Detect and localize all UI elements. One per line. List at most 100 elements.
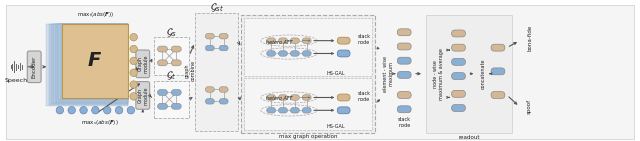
- FancyBboxPatch shape: [172, 46, 181, 52]
- Text: hetero ATT: hetero ATT: [266, 40, 292, 45]
- Circle shape: [127, 106, 134, 114]
- Text: spoof: spoof: [527, 99, 532, 114]
- Circle shape: [130, 81, 138, 88]
- FancyBboxPatch shape: [267, 108, 276, 113]
- Bar: [426, 15, 512, 133]
- FancyBboxPatch shape: [452, 73, 465, 80]
- FancyBboxPatch shape: [157, 46, 168, 52]
- FancyBboxPatch shape: [291, 95, 300, 100]
- Text: Speech: Speech: [5, 78, 28, 83]
- Text: Graph
module: Graph module: [138, 55, 148, 73]
- Text: bona-fide: bona-fide: [527, 25, 532, 51]
- FancyBboxPatch shape: [172, 90, 181, 95]
- FancyBboxPatch shape: [337, 107, 350, 114]
- FancyBboxPatch shape: [267, 95, 276, 100]
- Text: HS-GAL: HS-GAL: [326, 71, 345, 76]
- Text: Graph
module: Graph module: [138, 86, 148, 105]
- FancyBboxPatch shape: [302, 108, 311, 113]
- FancyBboxPatch shape: [491, 68, 505, 75]
- FancyBboxPatch shape: [157, 103, 168, 109]
- FancyBboxPatch shape: [397, 57, 411, 64]
- Bar: [54, 24, 128, 103]
- Circle shape: [92, 106, 99, 114]
- FancyBboxPatch shape: [291, 108, 300, 113]
- Circle shape: [130, 69, 138, 76]
- FancyBboxPatch shape: [397, 92, 411, 98]
- Text: Encoder: Encoder: [32, 56, 36, 78]
- Text: hetero ATT: hetero ATT: [266, 96, 292, 102]
- FancyBboxPatch shape: [157, 60, 168, 66]
- Bar: [241, 15, 374, 133]
- Circle shape: [80, 106, 87, 114]
- Text: graph
combine: graph combine: [185, 60, 195, 81]
- Text: readout: readout: [458, 135, 479, 140]
- Bar: [56, 24, 128, 102]
- FancyBboxPatch shape: [278, 95, 287, 100]
- Text: element - wise
maximum: element - wise maximum: [383, 56, 394, 92]
- Text: $\boldsymbol{F}$: $\boldsymbol{F}$: [88, 52, 102, 70]
- FancyBboxPatch shape: [205, 45, 214, 51]
- FancyBboxPatch shape: [136, 50, 150, 78]
- Text: $\mathcal{G}_t$: $\mathcal{G}_t$: [166, 69, 177, 82]
- FancyBboxPatch shape: [302, 38, 311, 43]
- FancyBboxPatch shape: [397, 71, 411, 78]
- FancyBboxPatch shape: [136, 82, 150, 109]
- Circle shape: [115, 106, 123, 114]
- FancyBboxPatch shape: [220, 45, 228, 51]
- Bar: [58, 24, 128, 100]
- FancyBboxPatch shape: [452, 90, 465, 97]
- FancyBboxPatch shape: [278, 108, 287, 113]
- Bar: [46, 24, 128, 106]
- FancyBboxPatch shape: [291, 38, 300, 43]
- Circle shape: [56, 106, 63, 114]
- Text: max graph operation: max graph operation: [279, 134, 337, 139]
- FancyBboxPatch shape: [205, 87, 214, 92]
- Circle shape: [130, 33, 138, 41]
- Text: $\mathcal{G}_{st}$: $\mathcal{G}_{st}$: [210, 1, 224, 14]
- FancyBboxPatch shape: [452, 105, 465, 112]
- Bar: [154, 37, 189, 75]
- Text: node - wise
maximum & average: node - wise maximum & average: [433, 48, 444, 100]
- Text: stack
node: stack node: [358, 34, 371, 45]
- FancyBboxPatch shape: [157, 90, 168, 95]
- Bar: [244, 18, 372, 76]
- FancyBboxPatch shape: [397, 29, 411, 36]
- FancyBboxPatch shape: [337, 94, 350, 101]
- Text: $\mathrm{max}_t(abs(\boldsymbol{F}))$: $\mathrm{max}_t(abs(\boldsymbol{F}))$: [77, 10, 114, 19]
- Bar: [154, 81, 189, 118]
- Circle shape: [130, 93, 138, 100]
- Bar: [244, 78, 372, 130]
- FancyBboxPatch shape: [491, 44, 505, 51]
- FancyBboxPatch shape: [220, 87, 228, 92]
- FancyBboxPatch shape: [28, 51, 41, 83]
- FancyBboxPatch shape: [172, 103, 181, 109]
- Text: stack
node: stack node: [397, 117, 411, 128]
- FancyBboxPatch shape: [220, 99, 228, 104]
- FancyBboxPatch shape: [397, 106, 411, 113]
- Circle shape: [130, 57, 138, 65]
- Text: concatenate: concatenate: [481, 59, 486, 89]
- FancyBboxPatch shape: [452, 58, 465, 65]
- FancyBboxPatch shape: [337, 37, 350, 44]
- FancyBboxPatch shape: [205, 34, 214, 39]
- FancyBboxPatch shape: [205, 99, 214, 104]
- Bar: [51, 24, 128, 104]
- FancyBboxPatch shape: [278, 38, 287, 43]
- FancyBboxPatch shape: [291, 51, 300, 56]
- FancyBboxPatch shape: [397, 43, 411, 50]
- FancyBboxPatch shape: [302, 95, 311, 100]
- FancyBboxPatch shape: [302, 51, 311, 56]
- FancyBboxPatch shape: [278, 51, 287, 56]
- Bar: [61, 24, 128, 99]
- FancyBboxPatch shape: [337, 50, 350, 57]
- Text: stack
node: stack node: [358, 91, 371, 102]
- Circle shape: [104, 106, 111, 114]
- FancyBboxPatch shape: [267, 38, 276, 43]
- FancyBboxPatch shape: [220, 34, 228, 39]
- Bar: [62, 24, 128, 98]
- FancyBboxPatch shape: [491, 92, 505, 98]
- Text: HS-GAL: HS-GAL: [326, 125, 345, 129]
- FancyBboxPatch shape: [267, 51, 276, 56]
- FancyBboxPatch shape: [452, 44, 465, 51]
- Text: $\mathrm{max}_s(abs(\boldsymbol{F}))$: $\mathrm{max}_s(abs(\boldsymbol{F}))$: [81, 118, 119, 127]
